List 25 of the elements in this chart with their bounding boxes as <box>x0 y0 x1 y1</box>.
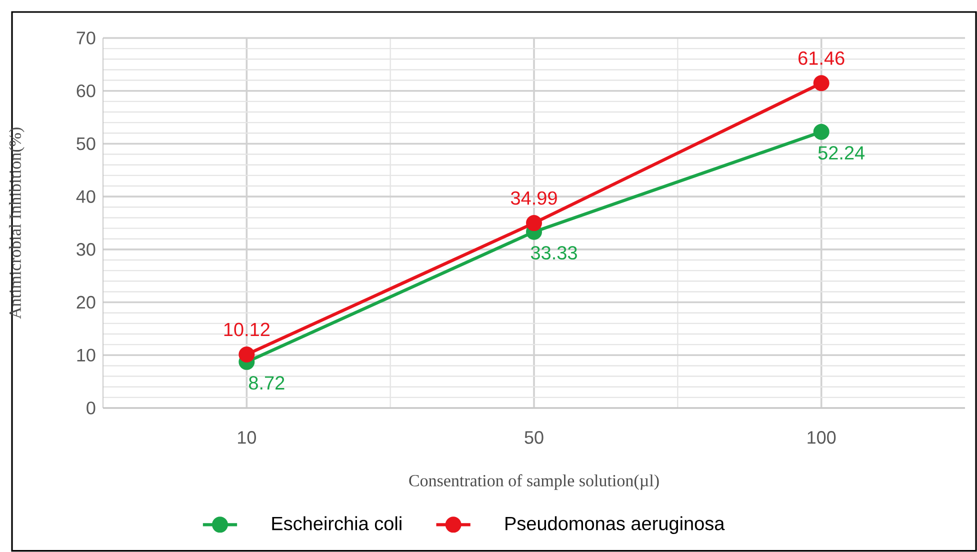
point <box>813 124 830 140</box>
data-label: 61.46 <box>798 51 844 65</box>
legend-label: Pseudomonas aeruginosa <box>506 516 725 534</box>
data-label: 34.99 <box>510 191 557 205</box>
y-tick-label: 20 <box>76 296 96 309</box>
y-tick-label: 40 <box>76 190 96 203</box>
x-axis-title: Consentration of sample solution(µl) <box>409 474 659 490</box>
data-label: 8.72 <box>249 376 284 390</box>
y-tick-label: 60 <box>76 84 96 98</box>
y-tick-label: 50 <box>76 137 96 150</box>
y-tick-label: 70 <box>76 32 96 44</box>
legend-label: Escheirchia coli <box>272 516 402 530</box>
y-tick-label: 30 <box>76 243 96 256</box>
data-label: 52.24 <box>818 146 865 160</box>
data-label: 10.12 <box>224 322 270 336</box>
x-tick-label: 100 <box>808 431 836 444</box>
point <box>238 346 255 363</box>
y-tick-label: 0 <box>86 402 96 414</box>
point <box>813 75 830 92</box>
data-label: 33.33 <box>530 246 577 260</box>
point <box>526 215 542 232</box>
y-axis-title: Antimicrobial Inhibition(%) <box>8 128 24 319</box>
y-tick-label: 10 <box>77 348 96 362</box>
x-tick-label: 50 <box>524 431 544 444</box>
x-tick-label: 10 <box>238 431 256 444</box>
